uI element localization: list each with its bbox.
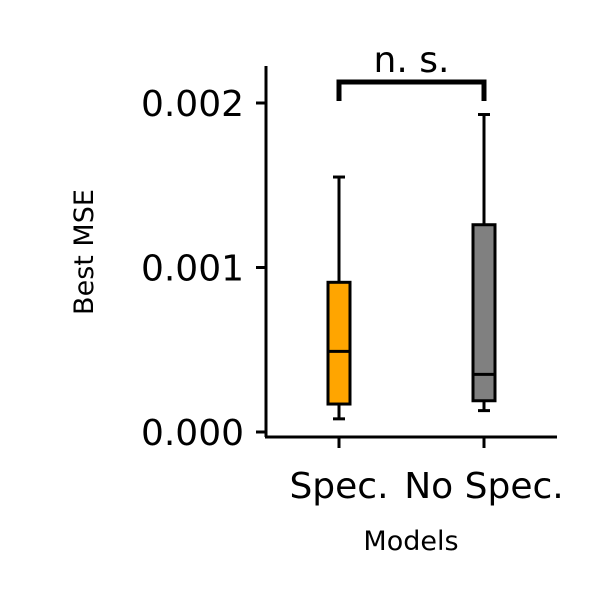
y-tick-label-0: 0.000	[141, 413, 244, 454]
box-0-iqr-box	[326, 280, 352, 406]
x-tick-label-0: Spec.	[289, 466, 388, 507]
box-1-iqr-box	[471, 223, 497, 403]
plot-area: 0.000 0.001 0.002 Spec. No Spec. n. s.	[141, 40, 564, 507]
significance-bracket	[336, 79, 487, 101]
y-tick-label-2: 0.002	[141, 84, 244, 125]
y-axis-title: Best MSE	[69, 189, 100, 315]
x-axis-title: Models	[363, 526, 458, 557]
y-tick-label-1: 0.001	[141, 249, 244, 290]
significance-label: n. s.	[374, 40, 450, 81]
x-tick-label-1: No Spec.	[404, 466, 564, 507]
